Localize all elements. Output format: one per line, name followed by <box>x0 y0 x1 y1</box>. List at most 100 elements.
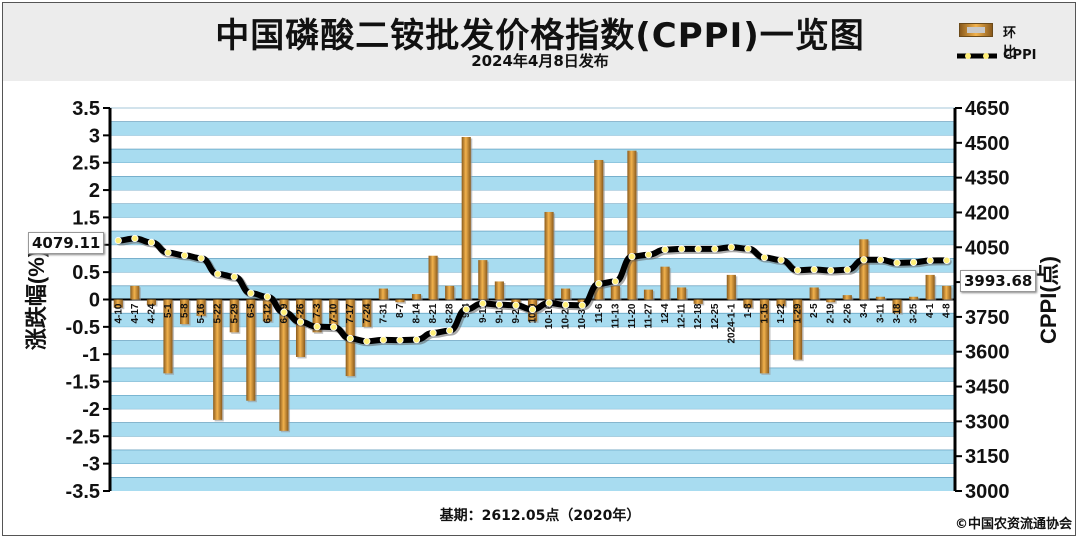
cppi-point <box>114 236 122 245</box>
grid-band <box>110 422 955 437</box>
y-tick-label-right: 4500 <box>965 133 1010 155</box>
x-tick-label: 8-7 <box>395 303 406 318</box>
grid-band <box>110 285 955 300</box>
cppi-point <box>131 234 139 243</box>
x-tick-label: 4-17 <box>130 303 141 323</box>
y-tick-label-right: 4650 <box>965 98 1010 120</box>
grid-band <box>110 340 955 355</box>
bar <box>544 211 554 300</box>
cppi-point <box>197 254 205 262</box>
cppi-point <box>363 337 371 345</box>
x-tick-label: 9-11 <box>478 303 489 323</box>
x-tick-label: 8-14 <box>412 303 423 323</box>
y-tick-label-right: 3300 <box>965 411 1010 433</box>
cppi-point <box>562 301 570 309</box>
cppi-point <box>512 301 520 309</box>
bar-shadow <box>396 301 407 304</box>
cppi-point <box>412 336 421 344</box>
bar-shadow <box>827 301 837 304</box>
y-tick-label-left: 0 <box>89 290 100 312</box>
chart-subtitle: 2024年4月8日发布 <box>471 52 609 70</box>
y-tick-label-left: -0.5 <box>66 317 100 339</box>
cppi-point <box>164 249 172 257</box>
bar <box>875 296 885 300</box>
bar-shadow <box>877 298 887 301</box>
cppi-point <box>727 243 735 251</box>
x-tick-label: 11-6 <box>594 303 605 323</box>
bar <box>163 299 173 374</box>
bar <box>478 260 488 300</box>
bar <box>809 287 819 300</box>
cppi-point <box>943 256 951 264</box>
grid-band <box>110 203 955 218</box>
legend-bar-swatch <box>959 23 993 37</box>
x-tick-label: 5-8 <box>180 303 191 318</box>
x-tick-label: 8-21 <box>428 303 439 323</box>
x-tick-label: 6-5 <box>246 303 257 318</box>
x-tick-label: 6-12 <box>262 303 273 323</box>
x-tick-label: 7-31 <box>378 303 389 323</box>
y-tick-label-right: 3750 <box>965 307 1010 329</box>
bar <box>594 159 604 300</box>
x-tick-label: 3-25 <box>909 303 920 323</box>
bar <box>892 299 902 314</box>
cppi-point <box>545 299 553 307</box>
y-tick-label-left: 2 <box>89 180 100 202</box>
cppi-point <box>296 318 305 326</box>
cppi-point <box>760 253 769 262</box>
x-tick-label: 5-16 <box>196 303 207 323</box>
x-tick-label: 12-18 <box>693 303 704 329</box>
cppi-point <box>528 305 537 314</box>
x-tick-label: 3-18 <box>892 303 903 323</box>
y-axis-label-left: 涨跌幅(%) <box>24 250 49 350</box>
bar <box>577 299 587 303</box>
bar <box>842 295 852 300</box>
legend: 环比 CPPI <box>955 14 1065 70</box>
x-tick-label: 7-17 <box>345 303 356 323</box>
cppi-point <box>180 251 189 259</box>
bar <box>859 239 869 300</box>
grid-band <box>110 258 955 273</box>
bar <box>726 274 736 300</box>
cppi-point <box>876 256 885 264</box>
bar <box>561 288 571 300</box>
x-tick-label: 4-1 <box>925 303 936 318</box>
bar <box>113 299 123 308</box>
bar <box>445 285 455 300</box>
bar <box>428 255 438 300</box>
x-tick-label: 3-4 <box>859 303 870 318</box>
bar <box>909 296 919 300</box>
x-tick-label: 1-8 <box>743 303 754 318</box>
y-tick-label-left: -2.5 <box>66 426 100 448</box>
x-tick-label: 4-8 <box>942 303 953 318</box>
cppi-point <box>793 266 802 274</box>
cppi-point <box>843 266 851 274</box>
cppi-point <box>777 256 785 264</box>
end-value-callout: 3993.68 <box>960 270 1037 292</box>
cppi-point <box>214 270 222 278</box>
y-tick-label-right: 4350 <box>965 168 1010 190</box>
grid-band <box>110 477 955 491</box>
cppi-point <box>330 323 338 331</box>
bar <box>246 299 256 401</box>
cppi-point <box>479 299 487 308</box>
legend-line-swatch <box>957 53 997 59</box>
cppi-point <box>595 280 603 288</box>
bar <box>229 299 239 333</box>
cppi-point <box>147 238 156 246</box>
cppi-point <box>578 301 586 309</box>
x-tick-label: 12-25 <box>710 303 721 329</box>
cppi-point <box>462 305 470 313</box>
y-tick-label-left: -1 <box>82 344 100 366</box>
bar <box>627 150 637 300</box>
x-tick-label: 12-4 <box>660 303 671 323</box>
bar <box>643 289 654 300</box>
grid-band <box>110 449 955 464</box>
cppi-point <box>694 245 702 253</box>
y-tick-label-left: -3 <box>82 454 100 476</box>
x-tick-label: 2024-1-1 <box>726 303 737 343</box>
cppi-point <box>247 289 255 297</box>
x-tick-label: 1-29 <box>793 303 804 323</box>
